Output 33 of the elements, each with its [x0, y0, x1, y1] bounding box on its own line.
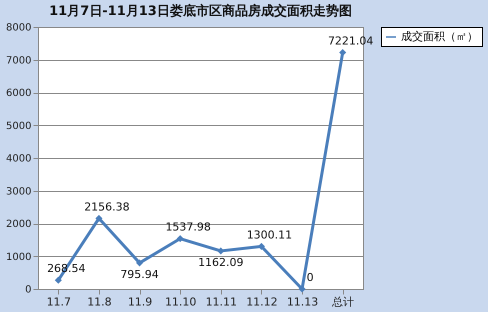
- x-tick-label: 11.13: [286, 296, 318, 308]
- y-tick-label: 0: [25, 284, 32, 296]
- y-tick-label: 6000: [6, 88, 32, 99]
- y-tick-label: 8000: [6, 22, 32, 34]
- y-tick-label: 2000: [6, 219, 32, 230]
- legend-label: 成交面积（㎡）: [401, 30, 478, 43]
- data-label: 1537.98: [165, 220, 211, 234]
- x-tick-label: 11.10: [164, 296, 196, 308]
- x-tick-label: 11.11: [206, 296, 238, 308]
- data-label: 0: [306, 271, 314, 284]
- point: [258, 242, 265, 250]
- x-tick-label: 11.8: [87, 296, 112, 308]
- point: [339, 48, 346, 56]
- point: [95, 214, 102, 222]
- y-tick-label: 4000: [6, 154, 32, 164]
- data-label: 7221.04: [328, 34, 374, 48]
- y-tick-label: 7000: [6, 55, 32, 66]
- point: [54, 276, 62, 284]
- x-tick-label: 11.7: [46, 296, 72, 308]
- data-label: 1300.11: [246, 228, 292, 242]
- data-label: 1162.09: [198, 256, 244, 269]
- point: [217, 247, 224, 254]
- point: [136, 259, 144, 266]
- x-tick-label: 11.9: [128, 296, 152, 308]
- x-tick-label: 总计: [331, 296, 354, 308]
- x-tick-label: 11.12: [246, 296, 278, 308]
- data-label: 795.94: [120, 268, 159, 281]
- chart-title: 11月7日-11月13日娄底市区商品房成交面积走势图: [49, 3, 352, 19]
- data-label: 2156.38: [84, 200, 130, 214]
- point: [176, 235, 184, 242]
- y-tick-label: 5000: [6, 120, 32, 132]
- y-tick-label: 1000: [6, 252, 32, 263]
- y-tick-label: 3000: [6, 186, 32, 198]
